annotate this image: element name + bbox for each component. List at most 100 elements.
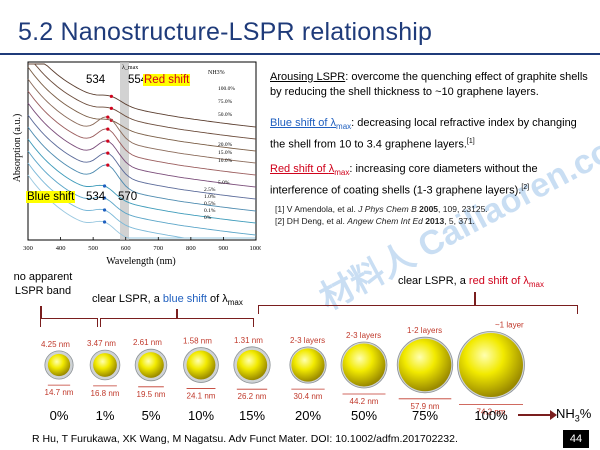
shell-thickness-label: 1.58 nm xyxy=(183,337,212,346)
core-diameter-label: 30.4 nm xyxy=(294,392,323,401)
metal-core xyxy=(342,343,386,387)
nh3-pct-label: 0% xyxy=(49,408,69,423)
peak-marker xyxy=(102,184,107,188)
nh3-pct-label: 15% xyxy=(238,408,266,423)
spectrum-curve xyxy=(27,150,257,236)
series-label: 5.0% xyxy=(218,180,230,186)
peak-marker xyxy=(109,106,113,110)
core-diameter-label: 26.2 nm xyxy=(238,392,267,401)
citation: R Hu, T Furukawa, XK Wang, M Nagatsu. Ad… xyxy=(32,433,458,445)
reference-list: [1] V Amendola, et al. J Phys Chem B 200… xyxy=(275,203,595,227)
absorption-spectrum-chart: 300 400 500 600 700 800 900 1000 λ_max NH3% 100… xyxy=(6,58,263,268)
core-diameter-label: 24.1 nm xyxy=(187,391,216,400)
peak-marker xyxy=(106,163,110,167)
series-label: 0% xyxy=(204,215,212,221)
x-tick-label: 300 xyxy=(23,245,33,252)
x-tick-label: 400 xyxy=(56,245,66,252)
nh3-pct-label: 20% xyxy=(294,408,322,423)
nh3-pct-label: 1% xyxy=(95,408,115,423)
legend-title: NH3% xyxy=(208,70,225,76)
blue-shift-label: Blue shift xyxy=(26,191,76,203)
nh3-pct-label: 75% xyxy=(411,408,439,423)
bullet-text: : overcome the quenching effect of graph… xyxy=(270,71,588,98)
shell-thickness-label: 2.61 nm xyxy=(133,338,162,347)
nh3-arrow-icon xyxy=(518,410,557,420)
nh3-axis-label: NH3% xyxy=(556,406,592,424)
core-diameter-label: 14.7 nm xyxy=(45,388,74,397)
core-diameter-label: 44.2 nm xyxy=(350,397,379,406)
peak-marker xyxy=(102,196,107,200)
spectrum-curve xyxy=(27,66,257,152)
bullet-red-shift: Red shift of λmax: increasing core diame… xyxy=(270,163,538,197)
particle-series: 4.25 nm 14.7 nm 3.47 nm 16.8 nm 2.61 nm 19.5 … xyxy=(0,310,600,428)
series-label: 50.0% xyxy=(218,112,233,118)
shell-thickness-label: 4.25 nm xyxy=(41,340,70,349)
top-right-value: 554 xyxy=(128,74,148,86)
peak-marker xyxy=(106,127,110,131)
x-tick-label: 1000 xyxy=(250,245,262,252)
title-underline xyxy=(0,53,600,55)
bullet-arousing-lspr: Arousing LSPR: overcome the quenching ef… xyxy=(270,70,592,100)
series-labels: 100.0% 75.0% 50.0% 20.0% 15.0% 10.0% 5.0%2.5%1… xyxy=(204,86,235,221)
y-axis-label: Absorption (a.u.) xyxy=(12,114,23,183)
nh3-pct-label: 5% xyxy=(141,408,161,423)
bracket-no-lspr xyxy=(40,318,98,327)
spectrum-svg: 300 400 500 600 700 800 900 1000 λ_max NH3% 100… xyxy=(12,61,263,267)
core-diameter-label: 57.9 nm xyxy=(411,402,440,411)
series-label: 100.0% xyxy=(218,86,235,92)
spectrum-curve xyxy=(27,138,257,224)
core-diameter-label: 74.2 nm xyxy=(477,408,506,417)
peak-marker xyxy=(109,94,113,98)
spectrum-curve xyxy=(27,126,257,212)
series-label: 0.5% xyxy=(204,201,216,207)
slide-title: 5.2 Nanostructure-LSPR relationship xyxy=(18,18,433,46)
bracket-connector xyxy=(176,309,178,318)
spectrum-curve xyxy=(27,114,257,200)
metal-core xyxy=(186,350,216,380)
metal-core xyxy=(47,353,71,377)
peak-marker xyxy=(106,151,110,155)
peak-marker xyxy=(106,139,110,143)
lambda-max-label: λ_max xyxy=(122,65,138,71)
shell-thickness-label: ~1 layer xyxy=(495,321,524,330)
no-lspr-callout: no apparent LSPR band xyxy=(13,271,73,297)
top-left-value: 534 xyxy=(86,74,106,86)
spectrum-curve xyxy=(27,174,256,239)
series-label: 1.0% xyxy=(204,194,216,200)
spectrum-curve xyxy=(27,78,257,164)
x-axis-label: Wavelength (nm) xyxy=(106,256,175,267)
plot-frame xyxy=(27,61,257,241)
shell-thickness-label: 1.31 nm xyxy=(234,336,263,345)
peak-marker xyxy=(102,220,107,224)
bracket-connector xyxy=(474,292,476,305)
x-tick-label: 900 xyxy=(219,245,229,252)
x-tick-label: 600 xyxy=(121,245,131,252)
x-tick-label: 500 xyxy=(88,245,98,252)
x-tick-labels: 300 400 500 600 700 800 900 1000 xyxy=(23,237,263,252)
series-label: 2.5% xyxy=(204,187,216,193)
metal-core xyxy=(236,349,268,381)
bullet-blue-shift: Blue shift of λmax: decreasing local ref… xyxy=(270,117,577,151)
series-label: 15.0% xyxy=(218,150,233,156)
particle-svg: 4.25 nm 14.7 nm 3.47 nm 16.8 nm 2.61 nm 19.5 … xyxy=(41,321,525,417)
peak-marker xyxy=(106,115,110,119)
nh3-pct-label: 10% xyxy=(187,408,215,423)
series-label: 20.0% xyxy=(218,142,233,148)
reference-2: [2] DH Deng, et al. Angew Chem Int Ed 20… xyxy=(275,216,475,226)
bullet-label: Arousing LSPR xyxy=(270,71,346,83)
bracket-blue-shift xyxy=(100,318,254,327)
lambda-max-band xyxy=(120,62,129,240)
metal-core xyxy=(138,352,164,378)
reference-1: [1] V Amendola, et al. J Phys Chem B 200… xyxy=(275,204,488,214)
red-shift-callout: clear LSPR, a red shift of λmax xyxy=(398,275,544,290)
metal-core xyxy=(291,348,325,382)
core-diameter-label: 19.5 nm xyxy=(137,390,166,399)
shell-thickness-label: 1-2 layers xyxy=(407,326,442,335)
nh3-pct-label: 100% xyxy=(474,408,508,423)
core-diameter-label: 16.8 nm xyxy=(91,389,120,398)
nh3-pct-label: 50% xyxy=(350,408,378,423)
peak-marker xyxy=(102,208,107,212)
x-tick-label: 800 xyxy=(186,245,196,252)
red-shift-label: Red shift xyxy=(143,74,191,86)
spectrum-curve xyxy=(27,90,257,176)
